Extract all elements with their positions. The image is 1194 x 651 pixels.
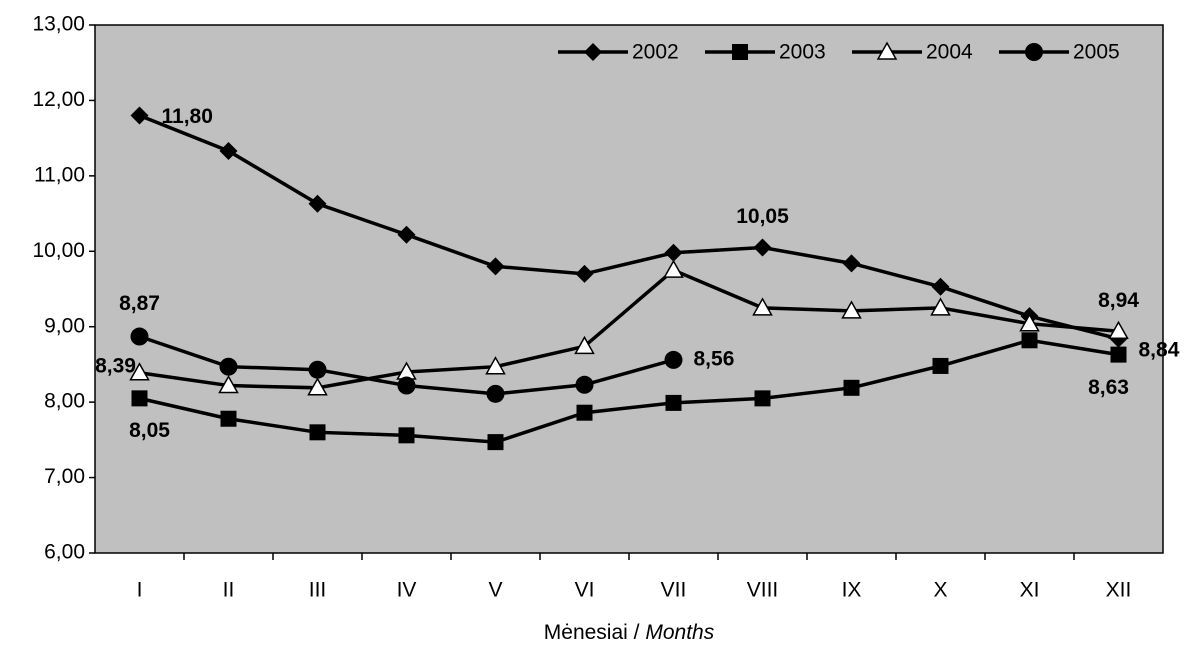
x-tick-label: XII	[1106, 579, 1132, 602]
x-tick-label: XI	[1020, 579, 1040, 602]
marker	[664, 243, 683, 262]
data-label: 8,94	[1098, 289, 1139, 312]
legend-label: 2003	[779, 41, 826, 64]
marker	[841, 300, 862, 319]
marker	[220, 410, 237, 427]
marker	[131, 390, 148, 407]
marker	[663, 259, 684, 278]
marker	[486, 384, 505, 403]
data-label: 8,56	[694, 347, 735, 370]
marker	[397, 376, 416, 395]
legend-marker	[732, 44, 748, 60]
legend-label: 2005	[1073, 41, 1120, 64]
marker	[1108, 320, 1129, 339]
marker	[665, 394, 682, 411]
y-tick-label: 12,00	[32, 88, 85, 111]
x-tick-label: VII	[661, 579, 687, 602]
legend-marker	[876, 41, 898, 60]
marker	[486, 257, 505, 276]
data-label: 8,84	[1139, 338, 1180, 361]
data-label: 8,05	[129, 419, 170, 442]
marker	[1110, 346, 1127, 363]
marker	[930, 297, 951, 316]
x-tick-label: III	[309, 579, 327, 602]
marker	[487, 434, 504, 451]
marker	[842, 254, 861, 273]
legend-marker	[584, 43, 602, 61]
marker	[752, 297, 773, 316]
marker	[130, 106, 149, 125]
marker	[574, 335, 595, 355]
x-tick-label: IV	[397, 579, 417, 602]
y-tick-label: 7,00	[44, 465, 85, 488]
marker	[308, 360, 327, 379]
marker	[1021, 332, 1038, 349]
x-axis-label-italic: Months	[645, 621, 714, 644]
marker	[219, 357, 238, 376]
x-axis-label-text: Mėnesiai /	[544, 621, 640, 644]
data-label: 10,05	[736, 205, 789, 228]
x-tick-label: II	[223, 579, 235, 602]
x-tick-label: VI	[575, 579, 595, 602]
marker	[130, 327, 149, 346]
x-tick-label: VIII	[747, 579, 779, 602]
y-tick-label: 13,00	[32, 13, 85, 36]
y-tick-label: 6,00	[44, 541, 85, 564]
marker	[575, 375, 594, 394]
x-tick-label: X	[933, 579, 947, 602]
marker	[219, 141, 238, 160]
data-label: 8,39	[95, 354, 136, 377]
legend-marker	[1025, 43, 1043, 61]
series-line	[138, 113, 1119, 341]
marker	[753, 238, 772, 257]
marker	[576, 404, 593, 421]
x-tick-label: V	[488, 579, 502, 602]
data-label: 11,80	[162, 105, 213, 128]
y-tick-label: 10,00	[32, 239, 85, 262]
marker	[308, 194, 327, 213]
y-tick-label: 8,00	[44, 390, 85, 413]
marker	[754, 390, 771, 407]
marker	[843, 379, 860, 396]
data-label: 8,87	[119, 292, 160, 315]
marker	[1019, 313, 1040, 332]
marker	[129, 362, 150, 381]
marker	[932, 357, 949, 374]
series-line	[139, 338, 1119, 444]
marker	[397, 225, 416, 244]
marker	[398, 427, 415, 444]
x-tick-label: I	[137, 579, 143, 602]
marker	[664, 350, 683, 369]
marker	[931, 277, 950, 296]
x-axis-label: Mėnesiai / Months	[544, 621, 715, 644]
legend-label: 2002	[632, 41, 679, 64]
marker	[485, 356, 506, 375]
marker	[218, 375, 239, 394]
plot-area	[94, 24, 1164, 554]
data-label: 8,63	[1088, 376, 1129, 399]
marker	[309, 424, 326, 441]
y-tick-label: 11,00	[34, 163, 85, 186]
series-line	[139, 268, 1119, 390]
y-tick-label: 9,00	[44, 314, 85, 337]
legend-label: 2004	[926, 41, 973, 64]
marker	[575, 264, 594, 283]
marker	[307, 377, 328, 396]
x-tick-label: IX	[842, 579, 862, 602]
